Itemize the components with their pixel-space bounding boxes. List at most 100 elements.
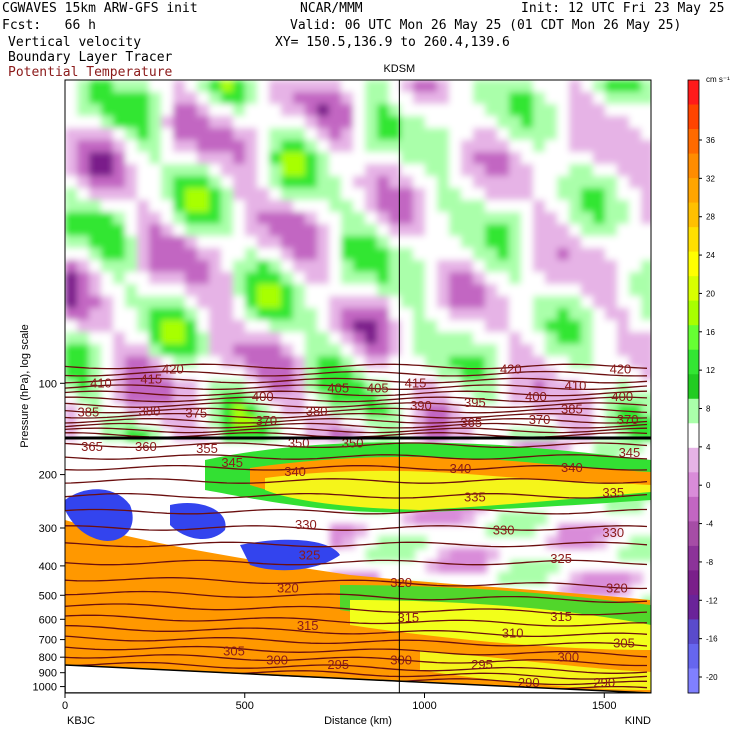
wave-cell [365, 128, 378, 141]
wave-cell [281, 260, 294, 273]
wave-cell [329, 284, 342, 297]
wave-cell [569, 368, 582, 381]
wave-cell [497, 224, 510, 237]
forecast-hour: Fcst: 66 h [2, 18, 96, 33]
wave-cell [557, 380, 570, 393]
wave-cell [545, 200, 558, 213]
wave-cell [233, 116, 246, 129]
wave-cell [485, 104, 498, 117]
wave-cell [413, 152, 426, 165]
wave-cell [581, 356, 594, 369]
wave-cell [593, 116, 606, 129]
wave-cell [149, 164, 162, 177]
colorbar-swatch [688, 227, 699, 253]
wave-cell [221, 224, 234, 237]
wave-cell [605, 200, 618, 213]
wave-cell [209, 116, 222, 129]
wave-cell [137, 380, 150, 393]
wave-cell [137, 212, 150, 225]
wave-cell [401, 188, 414, 201]
wave-cell [401, 116, 414, 129]
wave-cell [570, 524, 583, 537]
wave-cell [89, 248, 102, 261]
wave-cell [209, 140, 222, 153]
wave-cell [425, 284, 438, 297]
wave-cell [197, 200, 210, 213]
wave-cell [378, 548, 391, 561]
wave-cell [245, 344, 258, 357]
wave-cell [401, 140, 414, 153]
wave-cell [437, 248, 450, 261]
wave-cell [89, 416, 102, 429]
wave-cell [425, 80, 438, 93]
contour-label: 355 [196, 441, 218, 456]
wave-cell [341, 272, 354, 285]
wave-cell [149, 128, 162, 141]
wave-cell [221, 272, 234, 285]
wave-cell [125, 332, 138, 345]
wave-cell [521, 272, 534, 285]
wave-cell [425, 272, 438, 285]
wave-cell [557, 272, 570, 285]
wave-cell [209, 320, 222, 333]
wave-cell [173, 224, 186, 237]
wave-cell [65, 152, 78, 165]
contour-label: 410 [565, 378, 587, 393]
isentrope-line [65, 377, 648, 384]
wave-cell [89, 152, 102, 165]
wave-cell [497, 320, 510, 333]
wave-cell [293, 116, 306, 129]
wave-cell [533, 200, 546, 213]
wave-cell [449, 212, 462, 225]
wave-cell [497, 80, 510, 93]
wave-cell [173, 80, 186, 93]
wave-cell [101, 200, 114, 213]
wave-cell [593, 104, 606, 117]
wave-cell [509, 236, 522, 249]
wave-cell [617, 188, 630, 201]
wave-cell [569, 416, 582, 429]
wave-cell [425, 128, 438, 141]
wave-cell [77, 128, 90, 141]
wave-cell [197, 320, 210, 333]
wave-cell [377, 296, 390, 309]
wave-cell [461, 296, 474, 309]
wave-cell [77, 80, 90, 93]
wave-cell [185, 128, 198, 141]
wave-cell [617, 128, 630, 141]
wave-cell [377, 104, 390, 117]
wave-cell [329, 368, 342, 381]
wave-cell [485, 416, 498, 429]
wave-cell [641, 116, 651, 129]
wave-cell [173, 284, 186, 297]
wave-cell [509, 260, 522, 273]
wave-cell [425, 104, 438, 117]
wave-cell [449, 188, 462, 201]
wave-cell [89, 404, 102, 417]
wave-cell [197, 92, 210, 105]
wave-cell [485, 272, 498, 285]
wave-cell [401, 284, 414, 297]
wave-cell [185, 416, 198, 429]
wave-cell [161, 92, 174, 105]
wave-cell [581, 92, 594, 105]
wave-cell [545, 80, 558, 93]
wave-cell [65, 128, 78, 141]
wave-cell [641, 296, 651, 309]
wave-cell [305, 104, 318, 117]
wave-cell [293, 284, 306, 297]
wave-cell [473, 296, 486, 309]
wave-cell [425, 296, 438, 309]
wave-cell [269, 260, 282, 273]
wave-cell [377, 200, 390, 213]
wave-cell [77, 260, 90, 273]
wave-cell [293, 104, 306, 117]
wave-cell [437, 236, 450, 249]
wave-cell [173, 380, 186, 393]
wave-cell [605, 296, 618, 309]
wave-cell [161, 140, 174, 153]
wave-cell [233, 284, 246, 297]
wave-cell [521, 152, 534, 165]
wave-cell [269, 344, 282, 357]
wave-cell [65, 116, 78, 129]
